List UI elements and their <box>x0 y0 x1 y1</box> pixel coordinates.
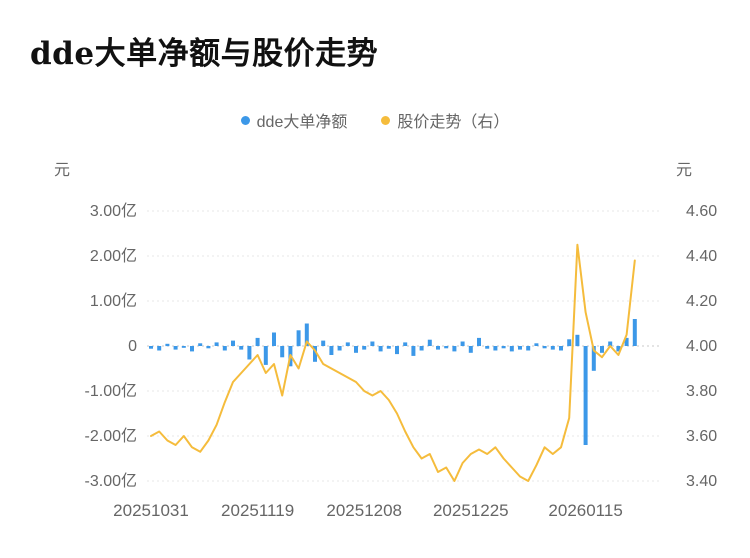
bar <box>386 346 391 349</box>
left-axis-tick-label: -1.00亿 <box>85 382 137 400</box>
bar <box>493 346 498 351</box>
bar <box>460 341 465 346</box>
bar <box>149 346 153 349</box>
bar <box>222 346 227 351</box>
bar <box>304 323 309 346</box>
bar <box>214 342 219 346</box>
bar <box>526 346 531 351</box>
legend-item-dde-net[interactable]: dde大单净额 <box>240 108 348 132</box>
bar <box>280 346 285 358</box>
bar <box>624 337 629 346</box>
left-axis-tick-label: 3.00亿 <box>90 202 137 220</box>
bar <box>263 346 268 365</box>
bar <box>542 346 547 349</box>
bar <box>206 346 211 349</box>
right-axis-tick-label: 4.40 <box>686 248 717 265</box>
legend-dot-yellow-icon <box>381 115 391 125</box>
bar <box>419 346 424 351</box>
left-axis-tick-label: -2.00亿 <box>85 427 137 445</box>
right-axis-tick-label: 3.60 <box>686 428 717 445</box>
price-line <box>150 243 636 482</box>
bar <box>509 346 514 352</box>
bar <box>501 346 506 349</box>
left-axis-tick-label: 2.00亿 <box>90 247 137 265</box>
bar <box>567 339 572 347</box>
x-axis-tick-label: 20251225 <box>433 501 509 520</box>
bar <box>370 341 375 346</box>
bar <box>600 346 604 353</box>
bar <box>247 346 252 360</box>
bar <box>616 346 621 352</box>
bar <box>518 346 522 350</box>
bar <box>313 346 317 362</box>
bar <box>345 342 350 346</box>
bar <box>608 341 613 346</box>
bar <box>559 346 563 351</box>
bar <box>296 330 301 347</box>
bars-series-dde-net <box>149 319 637 445</box>
bar <box>198 343 203 346</box>
bar <box>173 346 178 350</box>
left-axis-tick-label: -3.00亿 <box>85 472 137 490</box>
bar <box>583 346 588 445</box>
bar <box>157 346 162 351</box>
bar <box>411 346 416 356</box>
bar <box>337 346 342 351</box>
x-axis-tick-label: 20251031 <box>113 501 189 520</box>
bar <box>452 346 457 352</box>
x-axis-tick-label: 20251119 <box>221 501 294 520</box>
bar <box>485 346 490 349</box>
bar <box>165 343 170 347</box>
left-axis-unit: 元 <box>54 162 71 179</box>
bar <box>395 346 399 355</box>
bar <box>378 346 383 352</box>
bar <box>190 346 194 352</box>
legend-dot-blue-icon <box>240 115 250 125</box>
bar <box>591 346 596 371</box>
right-axis-tick-label: 3.80 <box>686 383 717 400</box>
right-axis-tick-label: 4.00 <box>686 338 717 355</box>
bar <box>436 346 440 350</box>
bar <box>444 346 449 349</box>
x-axis-tick-label: 20260115 <box>548 501 622 520</box>
bar <box>321 340 326 346</box>
bar <box>231 340 235 346</box>
right-axis-tick-label: 3.40 <box>686 473 717 490</box>
right-axis-unit: 元 <box>676 162 693 179</box>
legend-label-dde-net: dde大单净额 <box>256 114 348 131</box>
bar <box>534 343 539 346</box>
right-axis-tick-label: 4.20 <box>686 293 717 310</box>
legend: dde大单净额 股价走势（右） <box>0 108 750 132</box>
bar <box>329 346 334 355</box>
bar <box>575 334 580 347</box>
bar <box>477 337 481 346</box>
bar <box>181 346 186 348</box>
left-axis-tick-label: 1.00亿 <box>90 292 137 310</box>
bar <box>354 346 358 353</box>
bar <box>362 346 367 350</box>
x-axis-tick-label: 20251208 <box>326 501 402 520</box>
legend-label-price: 股价走势（右） <box>397 114 510 131</box>
bar <box>468 346 473 353</box>
legend-item-price[interactable]: 股价走势（右） <box>381 108 509 132</box>
bar <box>550 346 555 350</box>
page-title: dde大单净额与股价走势 <box>30 36 379 72</box>
bar <box>272 332 276 346</box>
left-axis-tick-label: 0 <box>128 338 137 355</box>
bar <box>255 337 260 346</box>
bar <box>239 346 244 350</box>
bar <box>427 339 432 346</box>
bar <box>403 342 408 346</box>
right-axis-tick-label: 4.60 <box>686 203 717 220</box>
bar <box>632 319 637 346</box>
